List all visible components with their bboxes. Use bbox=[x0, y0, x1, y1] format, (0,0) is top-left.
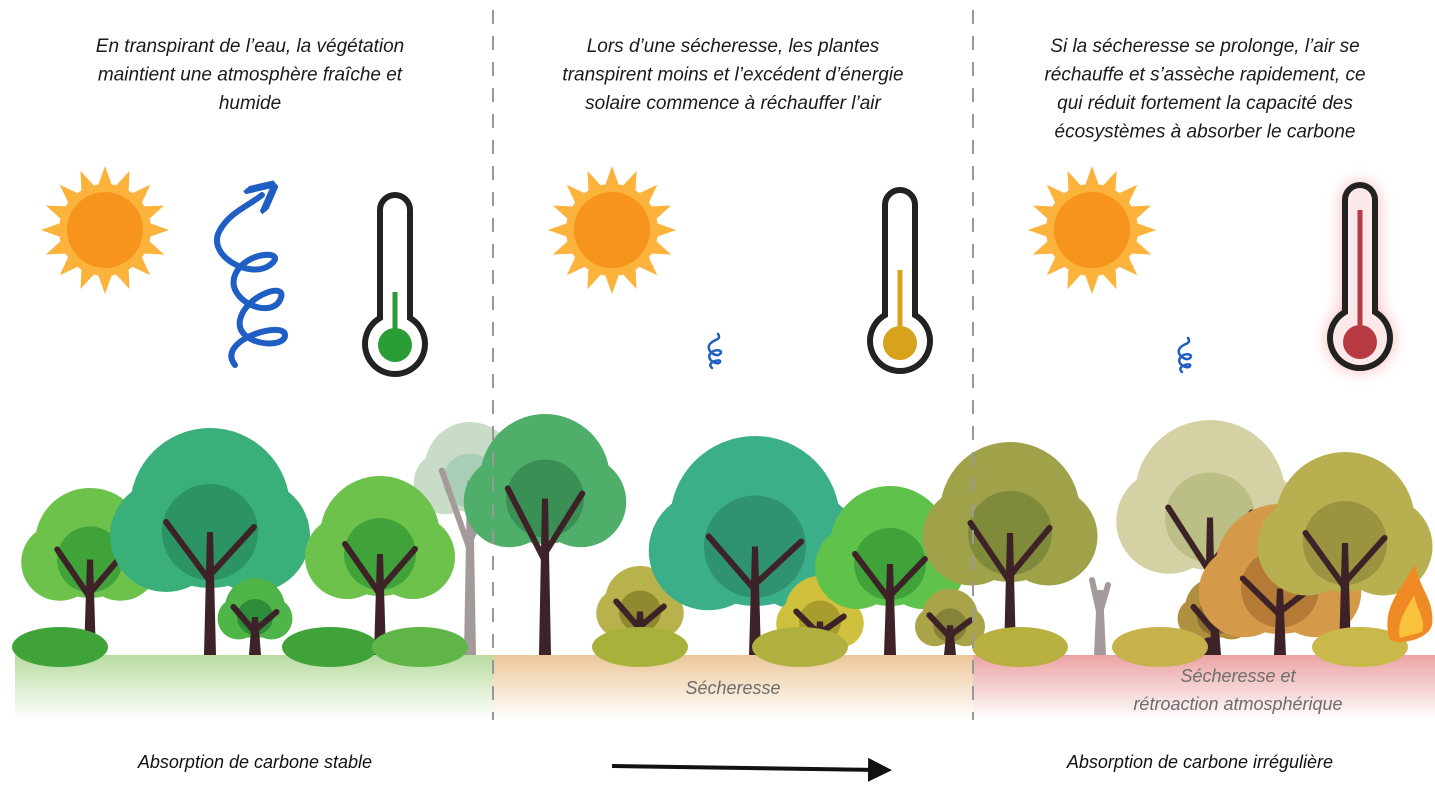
caption-line: maintient une atmosphère fraîche et bbox=[98, 65, 403, 86]
sun-ray bbox=[1117, 184, 1138, 205]
sun bbox=[1028, 166, 1156, 294]
sun-core bbox=[574, 192, 650, 268]
sun-ray bbox=[148, 222, 169, 238]
sun bbox=[41, 166, 169, 294]
branch bbox=[967, 520, 1053, 585]
branch bbox=[1089, 577, 1111, 619]
shrub bbox=[1312, 627, 1408, 667]
sun-ray bbox=[566, 255, 587, 276]
branch bbox=[1302, 530, 1388, 591]
shrub bbox=[372, 627, 468, 667]
trunk bbox=[374, 554, 386, 655]
sun-ray bbox=[1084, 273, 1100, 294]
branch bbox=[342, 541, 418, 598]
branch bbox=[926, 612, 974, 641]
branch bbox=[504, 485, 586, 565]
sun bbox=[548, 166, 676, 294]
branch bbox=[852, 551, 928, 604]
sun-ray bbox=[566, 184, 587, 205]
branch bbox=[230, 604, 280, 636]
sun-ray bbox=[41, 222, 62, 238]
thermometer-warm bbox=[867, 187, 933, 374]
branch bbox=[705, 533, 805, 593]
caption-line: écosystèmes à absorber le carbone bbox=[1055, 122, 1356, 143]
caption-line: Lors d’une sécheresse, les plantes bbox=[587, 36, 880, 57]
footer-right: Absorption de carbone irrégulière bbox=[1066, 752, 1333, 772]
sun-ray bbox=[97, 166, 113, 187]
tree bbox=[217, 578, 293, 655]
sun-ray bbox=[59, 184, 80, 205]
shrub bbox=[282, 627, 378, 667]
ground-tan bbox=[493, 655, 973, 720]
tree bbox=[815, 486, 965, 655]
illustration bbox=[12, 166, 1433, 667]
sun-ray bbox=[1046, 255, 1067, 276]
tree bbox=[596, 566, 684, 655]
caption-line: humide bbox=[219, 93, 281, 114]
sun-ray bbox=[637, 255, 658, 276]
sun-ray bbox=[1117, 255, 1138, 276]
branch bbox=[613, 598, 667, 632]
sun-ray bbox=[637, 184, 658, 205]
sun-ray bbox=[59, 255, 80, 276]
trunk bbox=[884, 564, 896, 655]
thermometer-hot bbox=[1327, 182, 1393, 371]
sun-ray bbox=[655, 222, 676, 238]
caption-line: Si la sécheresse se prolonge, l’air se bbox=[1050, 36, 1359, 57]
vapor-spiral-large bbox=[214, 195, 289, 368]
thermometer-cool bbox=[362, 192, 428, 377]
footer-left: Absorption de carbone stable bbox=[137, 752, 372, 772]
shrub bbox=[592, 627, 688, 667]
sun-ray bbox=[130, 184, 151, 205]
branch bbox=[163, 519, 257, 585]
sun-ray bbox=[97, 273, 113, 294]
caption-line: solaire commence à réchauffer l’air bbox=[585, 93, 881, 114]
vapor-spiral-small bbox=[707, 332, 723, 370]
flame-core bbox=[1399, 595, 1424, 638]
trunk bbox=[1274, 588, 1286, 655]
tree bbox=[305, 476, 455, 655]
sun-ray bbox=[604, 273, 620, 294]
trunk bbox=[1004, 533, 1016, 655]
shrub bbox=[972, 627, 1068, 667]
sun-ray bbox=[1046, 184, 1067, 205]
shrub bbox=[752, 627, 848, 667]
trunk bbox=[539, 498, 551, 655]
tree bbox=[1257, 452, 1433, 655]
ground-label: Sécheresse bbox=[685, 678, 780, 698]
sun-ray bbox=[604, 166, 620, 187]
tree bbox=[922, 442, 1098, 655]
tree bbox=[1089, 577, 1111, 655]
sun-ray bbox=[1135, 222, 1156, 238]
tree bbox=[463, 414, 627, 655]
sun-ray bbox=[548, 222, 569, 238]
tree bbox=[915, 588, 986, 655]
sun-core bbox=[67, 192, 143, 268]
caption-line: réchauffe et s’assèche rapidement, ce bbox=[1044, 65, 1365, 86]
ground-label: Sécheresse et bbox=[1180, 666, 1296, 686]
tree bbox=[110, 428, 310, 655]
captions: En transpirant de l’eau, la végétation ma… bbox=[96, 36, 1366, 714]
sun-ray bbox=[1084, 166, 1100, 187]
sun-ray bbox=[130, 255, 151, 276]
ground-label: rétroaction atmosphérique bbox=[1133, 694, 1342, 714]
sun-core bbox=[1054, 192, 1130, 268]
caption-line: transpirent moins et l’excédent d’énergi… bbox=[562, 65, 903, 86]
shrub bbox=[1112, 627, 1208, 667]
trunk bbox=[749, 546, 761, 655]
trunk bbox=[1339, 543, 1351, 655]
trunk bbox=[204, 532, 216, 655]
tree bbox=[648, 436, 862, 655]
progress-arrow bbox=[611, 757, 892, 782]
sun-ray bbox=[1028, 222, 1049, 238]
vapor-spiral-small bbox=[1177, 336, 1193, 374]
caption-line: En transpirant de l’eau, la végétation bbox=[96, 36, 404, 57]
shrub bbox=[12, 627, 108, 667]
caption-line: qui réduit fortement la capacité des bbox=[1057, 93, 1353, 114]
